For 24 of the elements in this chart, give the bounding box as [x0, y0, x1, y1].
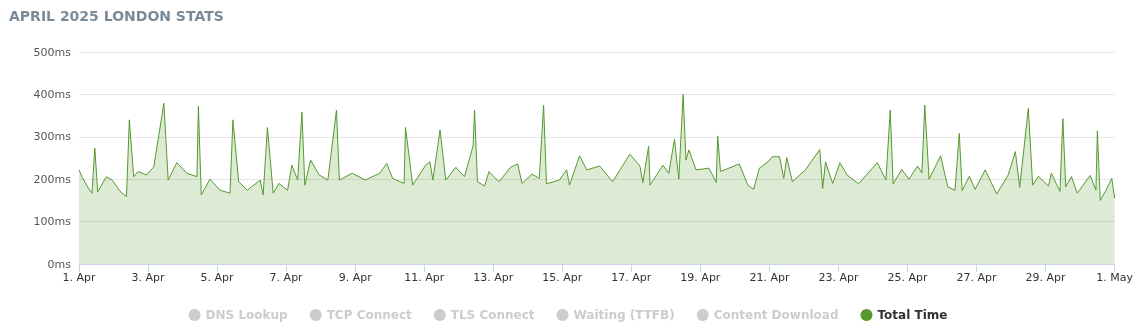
y-tick-label: 200ms: [33, 172, 72, 186]
y-tick-label: 300ms: [33, 130, 72, 144]
y-tick-label: 500ms: [33, 45, 72, 59]
x-tick-label: 19. Apr: [680, 271, 721, 284]
x-tick-label: 25. Apr: [887, 271, 928, 284]
x-tick-label: 11. Apr: [404, 271, 445, 284]
x-tick-label: 17. Apr: [611, 271, 652, 284]
x-tick-label: 23. Apr: [818, 271, 859, 284]
legend-label: Total Time: [877, 308, 948, 322]
chart-title: APRIL 2025 LONDON STATS: [9, 8, 224, 24]
x-tick-label: 5. Apr: [200, 271, 235, 284]
y-tick-label: 100ms: [33, 215, 72, 229]
x-tick-label: 29. Apr: [1025, 271, 1067, 284]
y-tick-label: 400ms: [33, 87, 72, 101]
x-tick-label: 1. May: [1096, 271, 1134, 284]
x-tick-label: 13. Apr: [473, 271, 514, 284]
x-tick-label: 9. Apr: [338, 271, 373, 284]
x-tick-label: 21. Apr: [749, 271, 790, 284]
x-tick-label: 3. Apr: [131, 271, 166, 284]
x-tick-label: 7. Apr: [269, 271, 304, 284]
x-tick-label: 1. Apr: [62, 271, 96, 284]
y-tick-label: 0ms: [47, 257, 72, 271]
x-tick-label: 27. Apr: [956, 271, 998, 284]
x-tick-label: 15. Apr: [542, 271, 583, 284]
